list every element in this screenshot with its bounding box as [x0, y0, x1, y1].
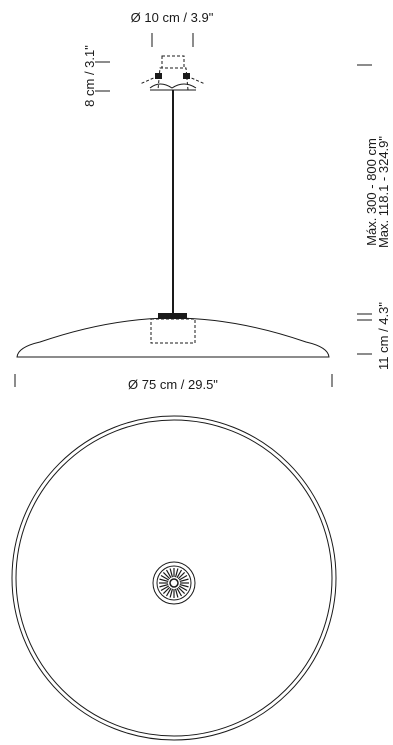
shade-inner-circle: [15, 419, 333, 737]
canopy-height-label: 8 cm / 3.1": [82, 45, 97, 107]
ceiling-canopy: [139, 55, 206, 91]
canopy-diameter-label: Ø 10 cm / 3.9": [131, 10, 214, 25]
diffuser-fin: [169, 568, 174, 578]
diffuser-fin: [174, 588, 179, 598]
diffuser-fin: [178, 585, 188, 592]
cable-length-label-line2: Max. 118.1 - 324.9": [376, 136, 391, 248]
canopy-plate: [149, 83, 197, 89]
shade-height-label: 11 cm / 4.3": [376, 302, 391, 370]
shade-socket-dashed: [150, 318, 196, 344]
center-diffuser: [152, 561, 196, 605]
diffuser-fin: [159, 583, 169, 588]
diffuser-ring: [156, 565, 192, 601]
diffuser-fin: [177, 586, 186, 595]
diffuser-fin: [162, 586, 171, 595]
plan-view: [11, 415, 337, 741]
shade-dome: [16, 317, 330, 358]
diffuser-fin: [179, 578, 189, 583]
diffuser-fin: [179, 583, 189, 588]
diffuser-fin: [176, 587, 183, 597]
diffuser-fin: [160, 585, 170, 592]
diffuser-fin: [159, 578, 169, 583]
canopy-top-dashed: [161, 55, 185, 69]
canopy-clip-right: [186, 75, 206, 85]
canopy-screw-left: [155, 73, 162, 79]
diffuser-fin: [169, 588, 174, 598]
diffuser-fin: [162, 571, 171, 580]
diffuser-fin: [165, 587, 172, 597]
shade-connector: [158, 313, 187, 319]
canopy-body-dashed: [157, 67, 189, 91]
diffuser-fin: [177, 571, 186, 580]
diffuser-fin: [165, 569, 172, 579]
diffuser-fin: [160, 574, 170, 581]
diffuser-outer-ring: [152, 561, 196, 605]
diffuser-center: [169, 578, 179, 588]
side-view: Ø 10 cm / 3.9" 8 cm / 3.1" Máx. 300 - 80…: [14, 10, 391, 392]
diffuser-fin: [178, 574, 188, 581]
diffuser-fin: [174, 568, 179, 578]
canopy-clip-left: [139, 75, 159, 85]
shade-diameter-label: Ø 75 cm / 29.5": [128, 377, 218, 392]
cable-length-label-line1: Máx. 300 - 800 cm: [364, 138, 379, 246]
diffuser-fins: [159, 568, 189, 598]
shade-outer-circle: [11, 415, 337, 741]
diffuser-fin: [176, 569, 183, 579]
canopy-screw-right: [183, 73, 190, 79]
shade-side-profile: [16, 313, 330, 358]
